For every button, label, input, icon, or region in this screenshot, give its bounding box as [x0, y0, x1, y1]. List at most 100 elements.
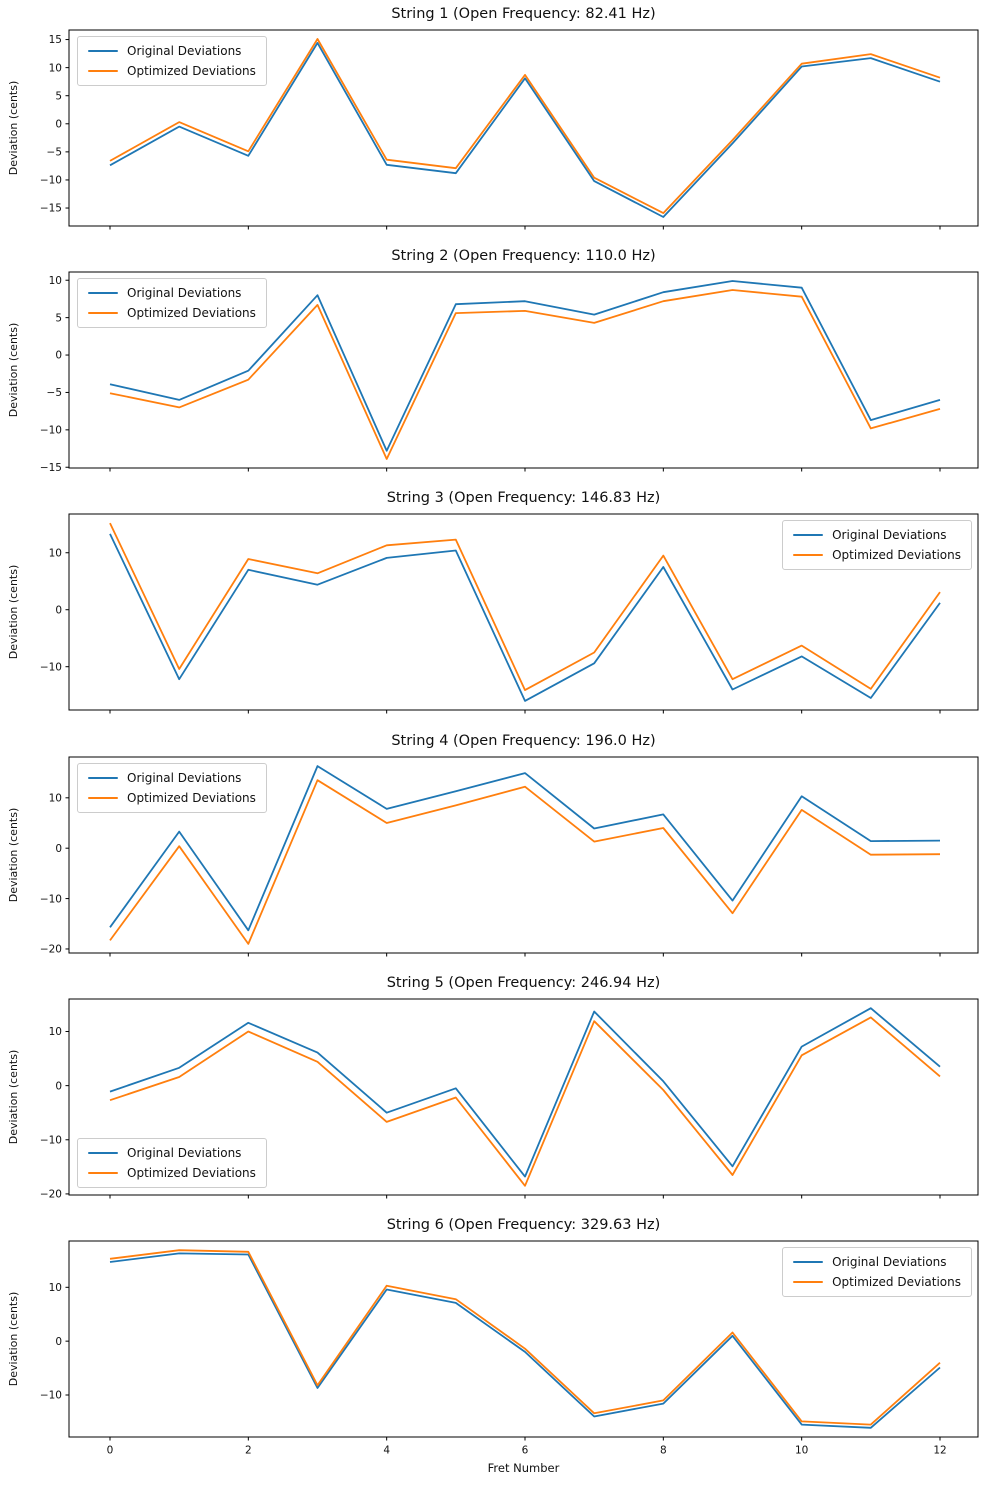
y-tick-label: 10: [49, 275, 62, 287]
legend-swatch-original: [88, 49, 118, 53]
y-tick-label: −20: [40, 944, 62, 956]
legend-swatch-optimized: [88, 796, 118, 800]
line-original-deviations: [109, 765, 941, 932]
y-tick-label: 0: [55, 118, 62, 130]
line-original-deviations: [109, 1007, 941, 1178]
x-tick-label: 8: [660, 1445, 667, 1457]
line-original-deviations: [109, 280, 941, 452]
y-tick-label: −20: [40, 1189, 62, 1201]
y-tick-label: −10: [40, 175, 62, 187]
legend-label-optimized: Optimized Deviations: [832, 1275, 961, 1289]
legend-item-optimized: Optimized Deviations: [793, 548, 961, 562]
legend-string-3: Original Deviations Optimized Deviations: [782, 520, 972, 570]
y-tick-label: −5: [47, 147, 62, 159]
legend-item-optimized: Optimized Deviations: [793, 1275, 961, 1289]
legend-swatch-original: [88, 291, 118, 295]
legend-swatch-optimized: [793, 553, 824, 557]
x-tick-label: 2: [245, 1445, 252, 1457]
y-tick-label: 5: [55, 312, 62, 324]
line-original-deviations: [109, 42, 941, 218]
subplot-string-1: String 1 (Open Frequency: 82.41 Hz) Devi…: [0, 0, 989, 242]
x-tick-label: 6: [522, 1445, 529, 1457]
legend-swatch-original: [793, 533, 824, 537]
subplot-title-string-1: String 1 (Open Frequency: 82.41 Hz): [391, 6, 656, 22]
legend-item-optimized: Optimized Deviations: [88, 791, 256, 805]
x-tick-label: 0: [107, 1445, 114, 1457]
y-axis-label: Deviation (cents): [7, 323, 20, 418]
line-optimized-deviations: [109, 779, 941, 945]
legend-label-optimized: Optimized Deviations: [832, 548, 961, 562]
subplot-string-3: String 3 (Open Frequency: 146.83 Hz) Dev…: [0, 484, 989, 726]
legend-item-original: Original Deviations: [793, 1255, 961, 1269]
legend-label-original: Original Deviations: [127, 771, 242, 785]
plot-canvas-string-5: Deviation (cents) 10 0 −10 −20: [7, 998, 979, 1201]
legend-label-original: Original Deviations: [127, 44, 242, 58]
subplot-string-5: String 5 (Open Frequency: 246.94 Hz) Dev…: [0, 969, 989, 1211]
y-tick-label: 10: [49, 793, 62, 805]
plot-canvas-string-1: Deviation (cents) 15 10 5 0 −5 −10 −15: [7, 29, 979, 230]
y-axis-label: Deviation (cents): [7, 1050, 20, 1145]
y-axis-label: Deviation (cents): [7, 81, 20, 176]
subplot-title-string-5: String 5 (Open Frequency: 246.94 Hz): [386, 975, 661, 991]
y-axis-label: Deviation (cents): [7, 565, 20, 660]
legend-item-original: Original Deviations: [88, 286, 256, 300]
legend-item-optimized: Optimized Deviations: [88, 64, 256, 78]
y-tick-label: 10: [49, 1282, 62, 1294]
y-tick-label: −15: [40, 462, 62, 474]
line-original-deviations: [109, 533, 941, 702]
legend-label-original: Original Deviations: [832, 1255, 947, 1269]
legend-swatch-optimized: [88, 69, 118, 73]
y-tick-label: 0: [55, 604, 62, 616]
legend-string-4: Original Deviations Optimized Deviations: [77, 763, 267, 813]
legend-swatch-original: [88, 776, 118, 780]
subplot-title-string-6: String 6 (Open Frequency: 329.63 Hz): [386, 1217, 661, 1233]
line-original-deviations: [109, 1252, 941, 1429]
y-tick-label: 0: [55, 1336, 62, 1348]
legend-string-1: Original Deviations Optimized Deviations: [77, 36, 267, 86]
y-tick-label: −10: [40, 1390, 62, 1402]
y-tick-label: −10: [40, 661, 62, 673]
legend-swatch-original: [88, 1151, 118, 1155]
legend-swatch-original: [793, 1260, 824, 1264]
legend-swatch-optimized: [88, 1171, 118, 1175]
legend-label-optimized: Optimized Deviations: [127, 306, 256, 320]
subplot-title-string-4: String 4 (Open Frequency: 196.0 Hz): [391, 733, 656, 749]
legend-label-optimized: Optimized Deviations: [127, 1166, 256, 1180]
subplot-title-string-3: String 3 (Open Frequency: 146.83 Hz): [386, 490, 661, 506]
y-tick-label: −10: [40, 1134, 62, 1146]
legend-label-original: Original Deviations: [127, 286, 242, 300]
subplot-title-string-2: String 2 (Open Frequency: 110.0 Hz): [391, 248, 656, 264]
legend-item-original: Original Deviations: [88, 1146, 256, 1160]
legend-item-original: Original Deviations: [88, 771, 256, 785]
y-tick-label: 10: [49, 62, 62, 74]
legend-item-optimized: Optimized Deviations: [88, 1166, 256, 1180]
legend-string-6: Original Deviations Optimized Deviations: [782, 1247, 972, 1297]
x-tick-label: 12: [933, 1445, 946, 1457]
line-optimized-deviations: [109, 38, 941, 215]
y-tick-label: 10: [49, 1026, 62, 1038]
plot-canvas-string-2: Deviation (cents) 10 5 0 −5 −10 −15: [7, 271, 979, 474]
y-tick-label: 0: [55, 1080, 62, 1092]
y-axis-label: Deviation (cents): [7, 808, 20, 903]
line-optimized-deviations: [109, 1016, 941, 1187]
legend-swatch-optimized: [88, 311, 118, 315]
y-tick-label: 5: [55, 90, 62, 102]
plot-canvas-string-6: Deviation (cents) 10 0 −10 0 2 4 6 8 10 12: [7, 1240, 979, 1457]
plot-canvas-string-4: Deviation (cents) 10 0 −10 −20: [7, 756, 979, 957]
subplot-string-6: String 6 (Open Frequency: 329.63 Hz) Dev…: [0, 1211, 989, 1490]
y-tick-label: 15: [49, 34, 62, 46]
subplot-string-2: String 2 (Open Frequency: 110.0 Hz) Devi…: [0, 242, 989, 484]
legend-item-optimized: Optimized Deviations: [88, 306, 256, 320]
x-tick-label: 4: [383, 1445, 390, 1457]
y-tick-label: −10: [40, 425, 62, 437]
legend-item-original: Original Deviations: [88, 44, 256, 58]
y-tick-label: −10: [40, 893, 62, 905]
y-axis-label: Deviation (cents): [7, 1292, 20, 1387]
y-tick-label: 10: [49, 547, 62, 559]
legend-string-5: Original Deviations Optimized Deviations: [77, 1138, 267, 1188]
subplot-string-4: String 4 (Open Frequency: 196.0 Hz) Devi…: [0, 727, 989, 969]
x-axis-label: Fret Number: [487, 1461, 560, 1475]
x-tick-label: 10: [795, 1445, 808, 1457]
legend-label-optimized: Optimized Deviations: [127, 64, 256, 78]
